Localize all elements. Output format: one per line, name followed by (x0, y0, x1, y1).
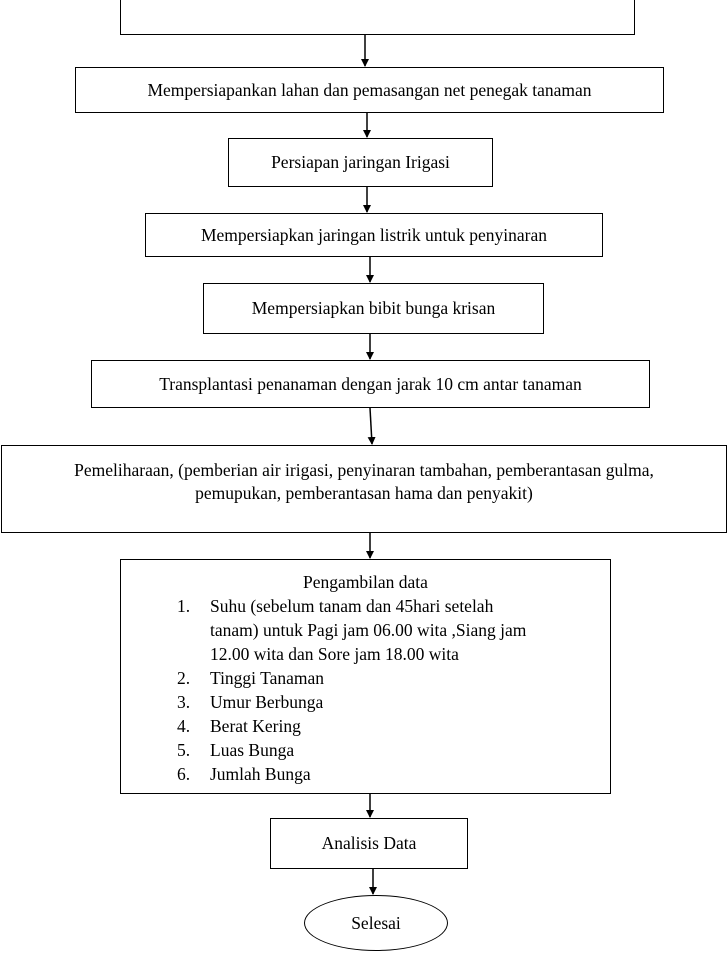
flow-step-pemeliharaan-line-1: Pemeliharaan, (pemberian air irigasi, pe… (74, 460, 654, 481)
arrow-transplantasi-to-pemeliharaan (367, 407, 376, 445)
flow-step-lahan: Mempersiapankan lahan dan pemasangan net… (75, 67, 664, 113)
flow-step-pengambilan-data: Pengambilan data 1. Suhu (sebelum tanam … (120, 559, 611, 794)
flow-step-transplantasi: Transplantasi penanaman dengan jarak 10 … (91, 360, 650, 408)
data-collection-item-text: Umur Berbunga (210, 692, 324, 712)
flow-step-analisis: Analisis Data (270, 818, 468, 869)
data-collection-item-text: Luas Bunga (210, 740, 295, 760)
data-collection-item-number: 2. (177, 668, 191, 688)
data-collection-item-number: 1. (177, 596, 191, 616)
flow-step-pemeliharaan-line-2: pemupukan, pemberantasan hama dan penyak… (195, 483, 533, 503)
data-collection-item-text: Jumlah Bunga (210, 764, 311, 784)
flow-step-analisis-label: Analisis Data (321, 833, 417, 854)
flow-step-previous (120, 0, 635, 35)
data-collection-item: 2. Tinggi Tanaman (177, 666, 598, 690)
flow-terminator-selesai-label: Selesai (351, 912, 401, 933)
data-collection-item-text: tanam) untuk Pagi jam 06.00 wita ,Siang … (210, 620, 527, 640)
data-collection-item-number: 4. (177, 716, 191, 736)
flow-step-bibit-label: Mempersiapkan bibit bunga krisan (251, 298, 496, 319)
data-collection-item: 6. Jumlah Bunga (177, 762, 598, 786)
data-collection-item: 4. Berat Kering (177, 714, 598, 738)
data-collection-item: 5. Luas Bunga (177, 738, 598, 762)
data-collection-list: 1. Suhu (sebelum tanam dan 45hari setela… (177, 594, 598, 786)
data-collection-item-text: Suhu (sebelum tanam dan 45hari setelah (210, 596, 494, 616)
flow-step-listrik: Mempersiapkan jaringan listrik untuk pen… (145, 213, 603, 257)
data-collection-item-text: Berat Kering (210, 716, 301, 736)
flow-step-lahan-label: Mempersiapankan lahan dan pemasangan net… (147, 79, 592, 100)
flow-step-irigasi-label: Persiapan jaringan Irigasi (271, 152, 450, 173)
flow-terminator-selesai: Selesai (304, 895, 448, 951)
data-collection-item-text: Tinggi Tanaman (210, 668, 324, 688)
flow-step-pemeliharaan: Pemeliharaan, (pemberian air irigasi, pe… (1, 445, 727, 533)
data-collection-item: 3. Umur Berbunga (177, 690, 598, 714)
flow-step-bibit: Mempersiapkan bibit bunga krisan (203, 283, 544, 334)
flow-step-transplantasi-label: Transplantasi penanaman dengan jarak 10 … (159, 373, 582, 394)
flow-step-irigasi: Persiapan jaringan Irigasi (228, 138, 493, 187)
flow-step-listrik-label: Mempersiapkan jaringan listrik untuk pen… (200, 224, 548, 245)
data-collection-item-number: 3. (177, 692, 191, 712)
data-collection-item: 1. Suhu (sebelum tanam dan 45hari setela… (177, 594, 598, 666)
data-collection-item-number: 5. (177, 740, 191, 760)
data-collection-item-number: 6. (177, 764, 191, 784)
flow-step-pengambilan-title: Pengambilan data (303, 572, 428, 592)
data-collection-item-text: 12.00 wita dan Sore jam 18.00 wita (210, 644, 459, 664)
